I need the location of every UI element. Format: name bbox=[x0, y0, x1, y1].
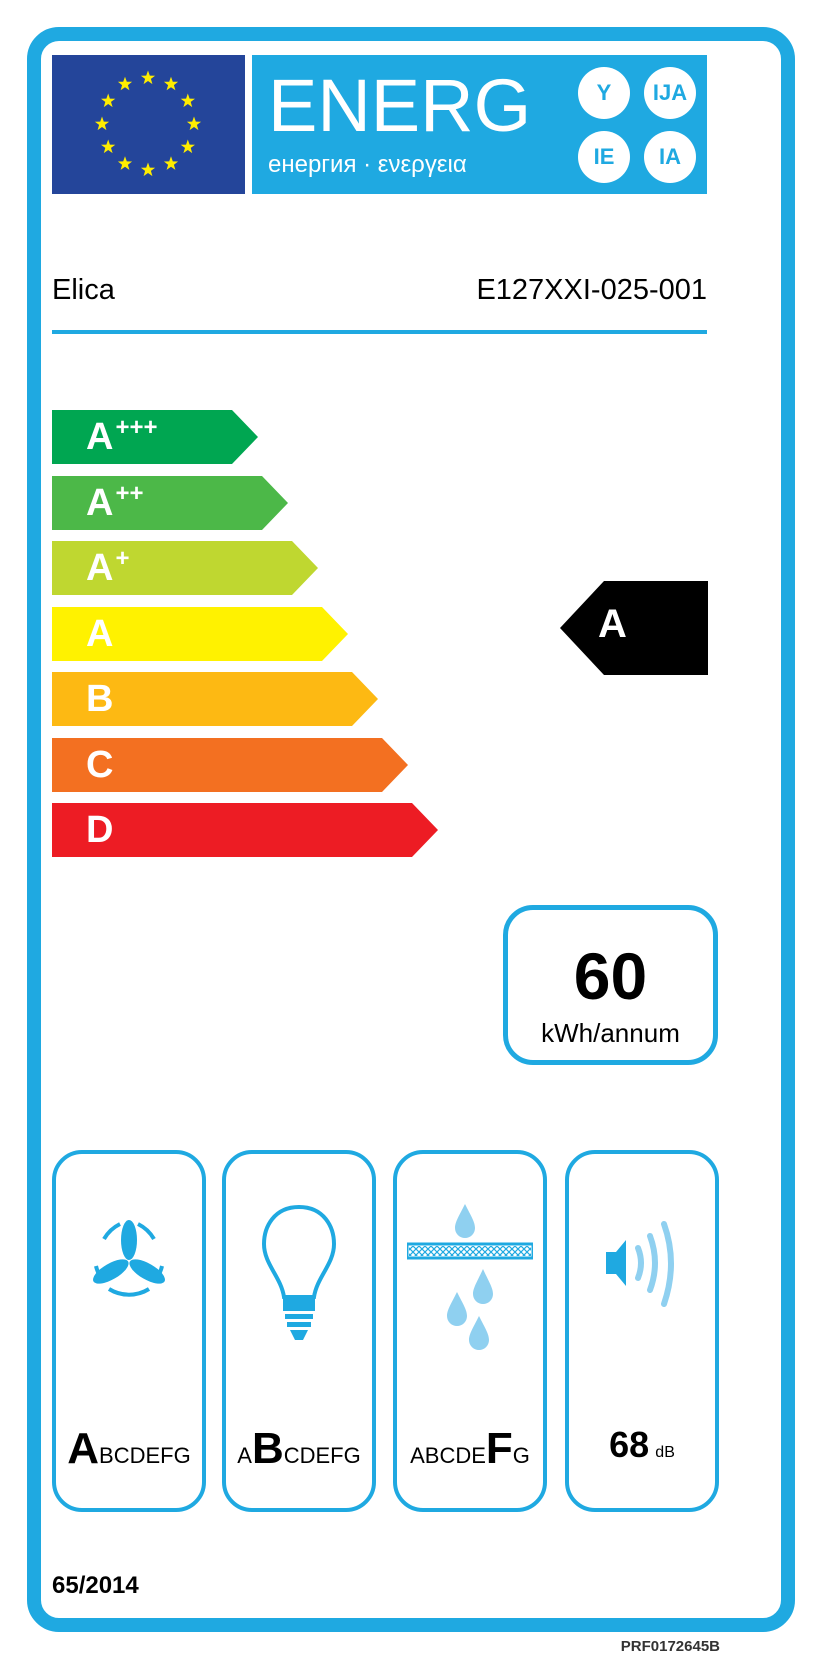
energy-class-bar: D bbox=[52, 803, 438, 857]
energy-class-bar: A + bbox=[52, 541, 318, 595]
energy-class-bar: A ++ bbox=[52, 475, 288, 530]
energy-class-bar: C bbox=[52, 737, 408, 792]
noise-level: 68 dB bbox=[609, 1424, 675, 1465]
star-icon bbox=[117, 156, 133, 170]
energy-class-label: A bbox=[86, 481, 114, 524]
energy-class-label: A bbox=[86, 612, 114, 655]
fluid-dynamic-efficiency-box: ABCDEFG bbox=[52, 1150, 206, 1512]
label-code: PRF0172645B bbox=[620, 1638, 720, 1655]
energy-class-bar: A bbox=[52, 606, 348, 661]
energy-class-label: D bbox=[86, 809, 114, 851]
language-suffix: Y bbox=[578, 67, 630, 119]
grease-filter-icon bbox=[407, 1204, 533, 1350]
star-icon bbox=[163, 76, 179, 91]
regulation-number: 65/2014 bbox=[52, 1572, 139, 1599]
energy-class-bar: B bbox=[52, 672, 378, 726]
star-icon bbox=[186, 116, 202, 131]
lighting-efficiency-box: ABCDEFG bbox=[222, 1150, 376, 1512]
consumption-unit: kWh/annum bbox=[541, 1018, 680, 1048]
energy-word: ENERG bbox=[268, 64, 532, 147]
star-icon bbox=[180, 139, 195, 154]
energy-subtitle: енергия · ενεργεια bbox=[268, 151, 467, 178]
energy-class-label: C bbox=[86, 743, 114, 786]
energy-class-label-group: A +++ bbox=[86, 414, 158, 460]
eu-flag-icon bbox=[52, 55, 245, 194]
energy-class-label-group: A + bbox=[86, 545, 129, 591]
energy-class-label-group: A ++ bbox=[86, 480, 143, 526]
star-icon bbox=[94, 116, 110, 131]
fan-icon bbox=[93, 1220, 165, 1297]
light-bulb-icon bbox=[261, 1204, 337, 1340]
supplier-name: Elica bbox=[52, 274, 115, 306]
rating-arrow: A bbox=[560, 581, 708, 675]
efficiency-scale: ABCDEFG bbox=[237, 1424, 361, 1473]
energy-class-label-group: D bbox=[86, 807, 115, 853]
rating-class: A bbox=[598, 602, 627, 646]
label-frame bbox=[27, 27, 795, 1632]
star-icon bbox=[101, 93, 116, 108]
star-icon bbox=[163, 156, 179, 170]
energy-class-suffix: + bbox=[115, 545, 130, 572]
energy-class-label: A bbox=[86, 416, 114, 458]
energy-class-label: A bbox=[86, 547, 114, 589]
grease-filtering-efficiency-box: ABCDEFG bbox=[393, 1150, 547, 1512]
divider bbox=[52, 330, 707, 334]
speaker-noise-icon bbox=[606, 1221, 674, 1307]
energy-class-label-group: C bbox=[86, 742, 115, 788]
noise-box: 68 dB bbox=[565, 1150, 719, 1512]
language-suffix: IJA bbox=[644, 67, 696, 119]
efficiency-scale: ABCDEFG bbox=[410, 1424, 530, 1473]
energy-header: ENERG енергия · ενεργεια Y IJA IE IA bbox=[252, 55, 707, 194]
energy-class-bar: A +++ bbox=[52, 410, 258, 464]
efficiency-scale: ABCDEFG bbox=[67, 1424, 191, 1473]
energy-class-label-group: A bbox=[86, 611, 115, 657]
energy-class-suffix: +++ bbox=[115, 414, 158, 441]
language-suffix: IA bbox=[644, 131, 696, 183]
model-identifier: E127XXI-025-001 bbox=[476, 274, 707, 306]
star-icon bbox=[180, 93, 195, 108]
star-icon bbox=[117, 76, 133, 91]
consumption-box: 60 kWh/annum bbox=[503, 905, 718, 1065]
star-icon bbox=[140, 70, 156, 85]
energy-class-suffix: ++ bbox=[115, 479, 144, 507]
language-suffix: IE bbox=[578, 131, 630, 183]
star-icon bbox=[101, 139, 116, 154]
energy-class-label: B bbox=[86, 678, 114, 720]
star-icon bbox=[140, 162, 156, 177]
energy-class-label-group: B bbox=[86, 676, 115, 722]
consumption-value: 60 bbox=[573, 939, 648, 1013]
